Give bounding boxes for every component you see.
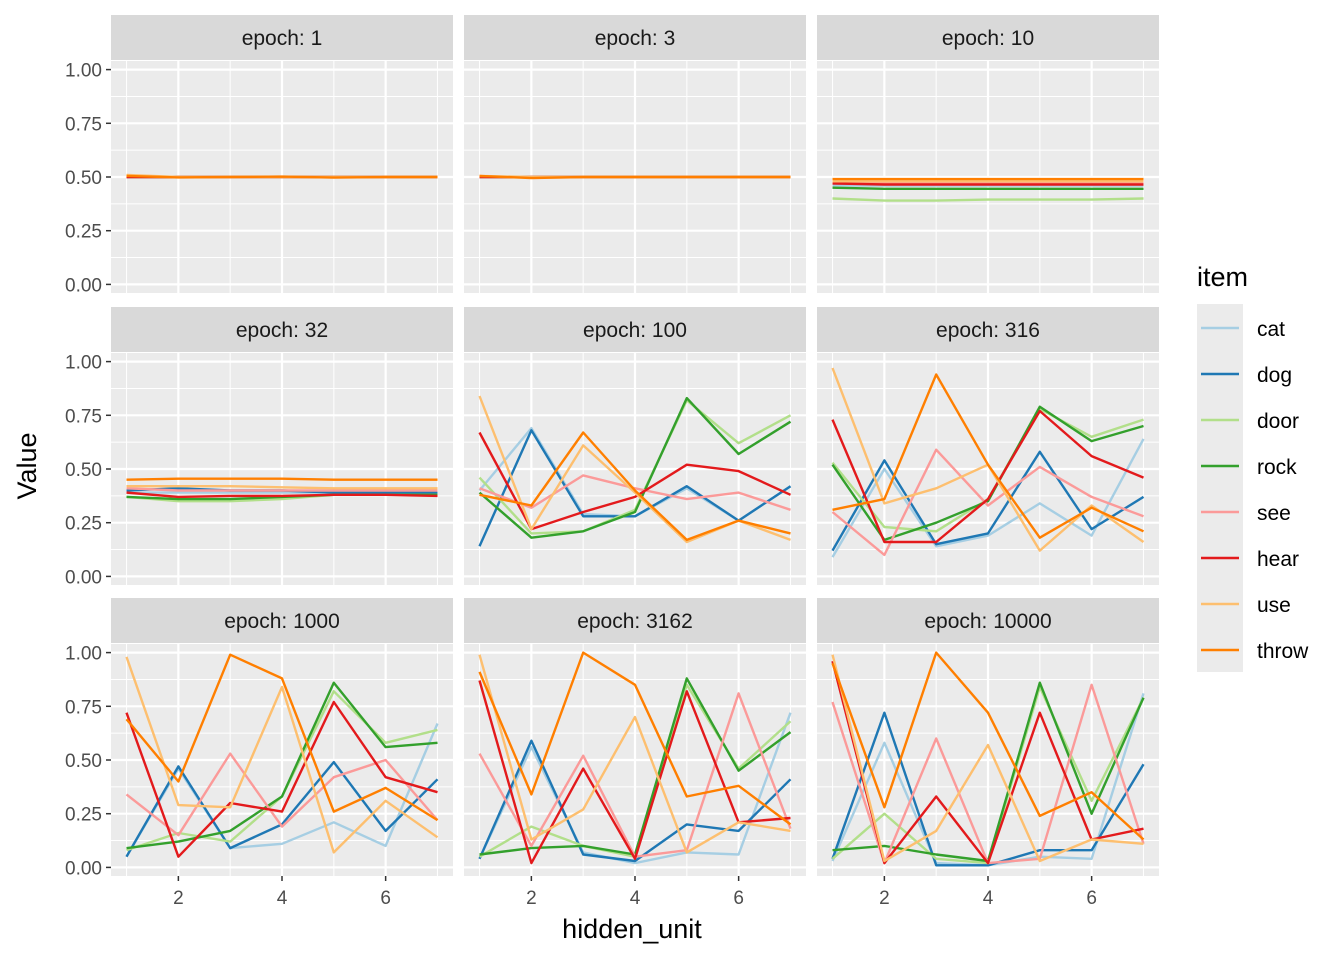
series-line-rock xyxy=(478,396,792,539)
series-line-see xyxy=(125,752,439,837)
facet-strip xyxy=(464,15,806,60)
legend-key-background xyxy=(1197,304,1243,672)
y-tick-label: 0.50 xyxy=(65,168,102,189)
facet-strip xyxy=(817,307,1159,352)
facet-title: epoch: 1000 xyxy=(224,610,340,633)
facet-panel: epoch: 10000 2 4 6 xyxy=(817,598,1159,909)
series-line-throw xyxy=(478,651,792,826)
legend-title: item xyxy=(1197,262,1248,292)
series-line-throw xyxy=(831,651,1145,841)
series-line-use xyxy=(831,654,1144,863)
legend-label-see: see xyxy=(1257,502,1291,525)
y-tick-label: 0.00 xyxy=(65,567,102,588)
facet-panel: epoch: 316 xyxy=(817,307,1159,585)
series-line-throw xyxy=(125,653,439,822)
x-axis-label: hidden_unit xyxy=(562,914,702,944)
facet-panel: epoch: 1000 0.00 0.25 0.50 0.75 1.00 2 4 6 xyxy=(65,598,453,909)
series-line-hear xyxy=(126,491,438,499)
y-axis-label: Value xyxy=(12,432,42,499)
x-tick-label: 2 xyxy=(526,888,537,909)
series-line-throw xyxy=(126,477,438,481)
y-tick-label: 0.75 xyxy=(65,697,102,718)
series-line-rock xyxy=(832,186,1144,191)
legend-label-hear: hear xyxy=(1257,548,1299,571)
series-line-throw xyxy=(126,174,438,179)
facet-panel: epoch: 10 xyxy=(817,15,1159,293)
series-line-throw xyxy=(479,174,791,180)
facet-title: epoch: 316 xyxy=(936,319,1040,342)
facet-title: epoch: 100 xyxy=(583,319,687,342)
series-line-cat xyxy=(831,438,1145,558)
x-tick-label: 2 xyxy=(879,888,890,909)
series-line-dog xyxy=(831,711,1145,867)
series-line-throw xyxy=(479,431,791,542)
series-line-see xyxy=(126,487,438,492)
series-line-cat xyxy=(478,712,792,865)
x-tick-label: 6 xyxy=(380,888,391,909)
series-line-door xyxy=(832,197,1144,202)
facet-strip xyxy=(817,598,1159,643)
legend-label-rock: rock xyxy=(1257,456,1297,479)
series-line-dog xyxy=(125,760,439,858)
y-tick-label: 1.00 xyxy=(65,353,102,374)
series-line-use xyxy=(126,485,438,490)
facet-panel: epoch: 32 0.00 0.25 0.50 0.75 1.00 xyxy=(65,307,453,588)
y-tick-label: 1.00 xyxy=(65,61,102,82)
y-tick-label: 0.00 xyxy=(65,858,102,879)
facet-panel: epoch: 1 0.00 0.25 0.50 0.75 1.00 xyxy=(65,15,453,296)
panels: epoch: 1 0.00 0.25 0.50 0.75 1.00 epoch: 3 epoc… xyxy=(65,15,1159,909)
y-tick-label: 0.50 xyxy=(65,751,102,772)
series-line-rock xyxy=(126,681,438,850)
facet-strip xyxy=(111,15,453,60)
series-line-use xyxy=(478,654,791,854)
series-line-dog xyxy=(831,450,1145,552)
x-tick-label: 6 xyxy=(733,888,744,909)
legend-label-dog: dog xyxy=(1257,364,1292,387)
series-line-dog xyxy=(478,739,792,863)
y-tick-label: 1.00 xyxy=(65,644,102,665)
x-tick-label: 2 xyxy=(173,888,184,909)
x-tick-label: 4 xyxy=(983,888,994,909)
series-line-see xyxy=(831,448,1144,557)
facet-title: epoch: 1 xyxy=(242,27,323,50)
legend-label-cat: cat xyxy=(1257,318,1285,341)
legend-label-use: use xyxy=(1257,594,1291,617)
y-tick-label: 0.00 xyxy=(65,275,102,296)
facet-title: epoch: 3 xyxy=(595,27,676,50)
x-tick-label: 4 xyxy=(630,888,641,909)
y-tick-label: 0.50 xyxy=(65,460,102,481)
facet-title: epoch: 3162 xyxy=(577,610,693,633)
x-tick-label: 4 xyxy=(277,888,288,909)
facet-panel: epoch: 3162 2 4 6 xyxy=(464,598,806,909)
y-tick-label: 0.75 xyxy=(65,114,102,135)
y-tick-label: 0.25 xyxy=(65,222,102,243)
series-line-hear xyxy=(832,182,1144,186)
legend-label-door: door xyxy=(1257,410,1299,433)
series-line-hear xyxy=(831,409,1144,544)
facet-strip xyxy=(464,307,806,352)
legend-label-throw: throw xyxy=(1257,640,1309,663)
series-line-throw xyxy=(832,373,1144,539)
facet-strip xyxy=(464,598,806,643)
facet-panel: epoch: 100 xyxy=(464,307,806,585)
facet-title: epoch: 32 xyxy=(236,319,328,342)
facet-title: epoch: 10 xyxy=(942,27,1034,50)
facet-strip xyxy=(111,598,453,643)
x-tick-label: 6 xyxy=(1086,888,1097,909)
series-line-hear xyxy=(125,700,438,858)
series-line-see xyxy=(479,474,791,511)
legend: item cat dog door rock see hear use throw xyxy=(1197,262,1309,672)
y-tick-label: 0.75 xyxy=(65,406,102,427)
facet-title: epoch: 10000 xyxy=(924,610,1051,633)
facet-panel: epoch: 3 xyxy=(464,15,806,293)
facet-strip xyxy=(111,307,453,352)
y-tick-label: 0.25 xyxy=(65,805,102,826)
facet-strip xyxy=(817,15,1159,60)
series-line-use xyxy=(125,656,439,854)
y-tick-label: 0.25 xyxy=(65,514,102,535)
